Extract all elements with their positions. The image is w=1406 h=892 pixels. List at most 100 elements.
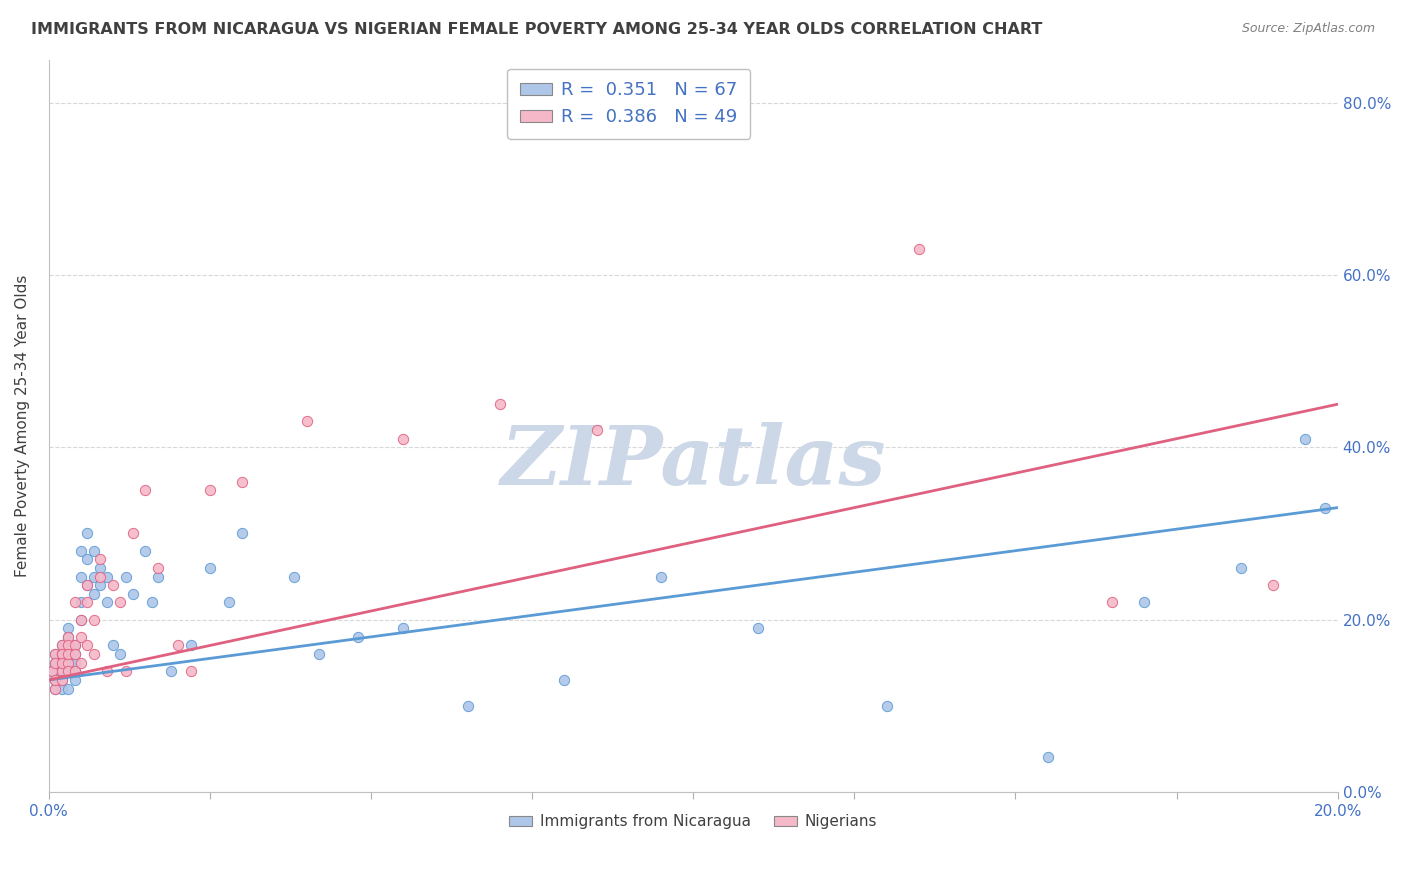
Point [56, 630, 79, 644]
Point [747, 621, 769, 635]
Point [89, 578, 111, 592]
Point [56, 681, 79, 696]
Point [231, 526, 253, 541]
Point [51, 639, 73, 653]
Point [51, 647, 73, 661]
Point [76, 578, 98, 592]
Text: ZIPatlas: ZIPatlas [501, 423, 886, 502]
Point [56, 621, 79, 635]
Point [148, 569, 170, 583]
Point [51, 665, 73, 679]
Point [1101, 595, 1123, 609]
Point [108, 647, 131, 661]
Point [41, 665, 63, 679]
Point [63, 595, 86, 609]
Point [51, 681, 73, 696]
Point [907, 242, 929, 256]
Point [56, 647, 79, 661]
Point [70, 569, 93, 583]
Point [44, 681, 66, 696]
Point [1313, 500, 1336, 515]
Point [44, 656, 66, 670]
Point [41, 665, 63, 679]
Point [392, 432, 415, 446]
Point [103, 639, 125, 653]
Point [198, 561, 221, 575]
Point [714, 104, 737, 119]
Point [1036, 750, 1059, 764]
Point [148, 561, 170, 575]
Point [392, 621, 415, 635]
Point [51, 673, 73, 687]
Point [63, 639, 86, 653]
Point [489, 397, 512, 411]
Point [218, 595, 240, 609]
Point [141, 595, 163, 609]
Point [70, 613, 93, 627]
Point [347, 630, 370, 644]
Point [70, 630, 93, 644]
Point [83, 647, 105, 661]
Point [295, 415, 318, 429]
Point [70, 656, 93, 670]
Point [76, 552, 98, 566]
Point [63, 656, 86, 670]
Point [1294, 432, 1316, 446]
Point [180, 639, 202, 653]
Point [231, 475, 253, 489]
Point [1133, 595, 1156, 609]
Point [51, 647, 73, 661]
Point [56, 656, 79, 670]
Point [121, 526, 143, 541]
Point [63, 673, 86, 687]
Point [76, 639, 98, 653]
Point [63, 665, 86, 679]
Point [44, 656, 66, 670]
Point [83, 543, 105, 558]
Point [1263, 578, 1285, 592]
Point [63, 656, 86, 670]
Point [56, 656, 79, 670]
Point [44, 647, 66, 661]
Point [96, 595, 118, 609]
Point [63, 639, 86, 653]
Legend: Immigrants from Nicaragua, Nigerians: Immigrants from Nicaragua, Nigerians [503, 808, 883, 836]
Text: Source: ZipAtlas.com: Source: ZipAtlas.com [1241, 22, 1375, 36]
Point [51, 639, 73, 653]
Point [76, 595, 98, 609]
Point [166, 639, 188, 653]
Point [96, 665, 118, 679]
Point [56, 665, 79, 679]
Point [70, 543, 93, 558]
Point [70, 613, 93, 627]
Point [51, 647, 73, 661]
Point [1230, 561, 1253, 575]
Text: IMMIGRANTS FROM NICARAGUA VS NIGERIAN FEMALE POVERTY AMONG 25-34 YEAR OLDS CORRE: IMMIGRANTS FROM NICARAGUA VS NIGERIAN FE… [31, 22, 1042, 37]
Point [51, 673, 73, 687]
Point [56, 647, 79, 661]
Point [51, 647, 73, 661]
Point [115, 665, 138, 679]
Point [585, 423, 607, 437]
Point [63, 665, 86, 679]
Point [89, 561, 111, 575]
Point [650, 569, 672, 583]
Point [121, 587, 143, 601]
Point [457, 698, 479, 713]
Point [198, 483, 221, 498]
Point [83, 613, 105, 627]
Point [76, 578, 98, 592]
Point [134, 543, 156, 558]
Point [134, 483, 156, 498]
Y-axis label: Female Poverty Among 25-34 Year Olds: Female Poverty Among 25-34 Year Olds [15, 275, 30, 577]
Point [89, 569, 111, 583]
Point [56, 639, 79, 653]
Point [89, 552, 111, 566]
Point [51, 665, 73, 679]
Point [83, 569, 105, 583]
Point [44, 647, 66, 661]
Point [51, 656, 73, 670]
Point [308, 647, 330, 661]
Point [96, 569, 118, 583]
Point [283, 569, 305, 583]
